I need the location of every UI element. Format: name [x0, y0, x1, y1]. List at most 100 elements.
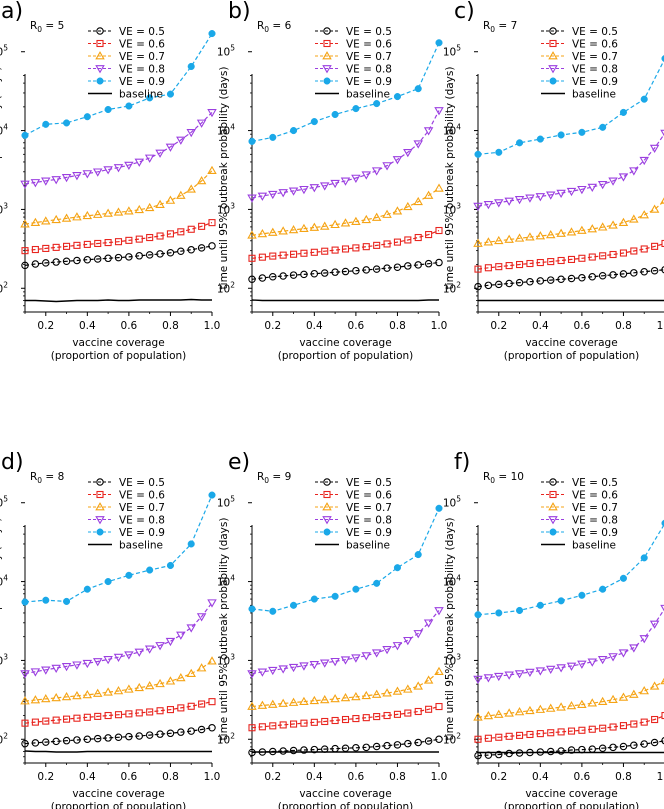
data-point [30, 179, 41, 188]
data-point [649, 144, 660, 153]
data-point [83, 735, 92, 744]
data-point [31, 245, 39, 254]
data-point [423, 675, 434, 684]
y-tick-base: 10 [0, 577, 3, 589]
y-tick-label: 104 [217, 574, 235, 589]
data-point [299, 696, 309, 705]
r0-label: R0 = 9 [257, 471, 291, 485]
data-point [124, 206, 134, 215]
data-point [146, 566, 154, 574]
panel-label: f) [454, 450, 470, 475]
legend-swatch-marker [95, 65, 105, 74]
y-tick-exponent: 2 [456, 280, 461, 289]
data-point [103, 166, 113, 175]
data-point [435, 258, 443, 267]
y-tick-exponent: 2 [456, 731, 461, 740]
legend-entry-label: VE = 0.8 [346, 64, 392, 76]
series-ve-0-9 [21, 491, 216, 606]
series-line [251, 610, 440, 675]
y-tick-base: 10 [443, 126, 456, 138]
data-point [186, 624, 196, 633]
y-tick-label: 103 [443, 652, 461, 667]
x-axis-label: vaccine coverage [299, 337, 391, 349]
data-point [42, 738, 50, 746]
x-tick-label: 0.4 [532, 320, 549, 332]
data-point [208, 242, 216, 250]
data-point [92, 688, 103, 697]
data-point [660, 129, 664, 137]
data-point [557, 256, 565, 265]
data-point [289, 746, 298, 755]
data-point [247, 701, 257, 710]
r0-value: 9 [285, 471, 292, 483]
data-point [310, 269, 319, 278]
data-point [351, 654, 361, 663]
data-point [104, 105, 112, 114]
data-point [82, 210, 93, 220]
data-point [425, 231, 433, 239]
data-point [113, 686, 124, 695]
y-tick-exponent: 5 [230, 44, 235, 53]
data-point [640, 554, 648, 562]
legend: VE = 0.5VE = 0.6VE = 0.7VE = 0.8VE = 0.9… [315, 26, 392, 101]
legend-entry-label: VE = 0.9 [346, 527, 392, 539]
data-point [21, 131, 29, 139]
y-tick-base: 10 [443, 734, 456, 746]
data-point [340, 218, 351, 227]
data-point [546, 747, 555, 756]
y-tick-label: 103 [443, 201, 461, 216]
data-point [393, 741, 402, 749]
data-point [124, 161, 134, 170]
r0-value: 5 [58, 20, 65, 32]
data-point [52, 243, 60, 251]
data-point [52, 716, 60, 724]
data-point [577, 185, 587, 195]
data-point [73, 714, 81, 722]
data-point [319, 694, 330, 704]
panel-label: b) [228, 0, 251, 24]
data-point [494, 672, 504, 682]
data-point [165, 143, 176, 152]
legend-entry-label: VE = 0.9 [572, 76, 618, 88]
data-point [371, 689, 382, 698]
data-point [371, 649, 382, 658]
series-line [477, 715, 664, 740]
data-point [546, 276, 555, 284]
data-point [505, 262, 513, 270]
data-point [61, 213, 72, 222]
data-point [639, 210, 649, 219]
data-point [423, 190, 434, 199]
r0-label: R0 = 6 [257, 20, 292, 34]
data-point [269, 607, 277, 615]
data-point [640, 740, 648, 748]
series-ve-0-7 [247, 666, 444, 710]
legend-entry-label: VE = 0.8 [572, 64, 618, 76]
x-tick-label: 0.6 [121, 320, 138, 332]
x-tick-label: 0.4 [79, 771, 96, 783]
x-axis-label: vaccine coverage [72, 337, 164, 349]
y-tick-exponent: 2 [3, 280, 8, 289]
data-point [567, 255, 576, 263]
legend-swatch-marker [548, 51, 558, 60]
data-point [134, 204, 145, 214]
data-point [473, 712, 483, 721]
r0-symbol: R [30, 471, 37, 483]
y-tick-label: 104 [443, 123, 461, 138]
data-point [382, 646, 392, 655]
data-point [494, 235, 504, 245]
data-point [125, 102, 133, 110]
series-line [477, 740, 664, 757]
legend-swatch-marker [548, 502, 558, 511]
data-point [351, 216, 361, 225]
data-point [186, 128, 196, 138]
data-point [310, 118, 318, 126]
data-point [526, 277, 534, 286]
y-tick-label: 104 [443, 574, 461, 589]
data-point [156, 232, 164, 240]
data-point [526, 259, 534, 268]
data-point [393, 710, 401, 718]
data-point [414, 707, 422, 716]
data-point [330, 219, 340, 229]
x-tick-label: 0.6 [574, 771, 591, 783]
data-point [155, 678, 165, 688]
